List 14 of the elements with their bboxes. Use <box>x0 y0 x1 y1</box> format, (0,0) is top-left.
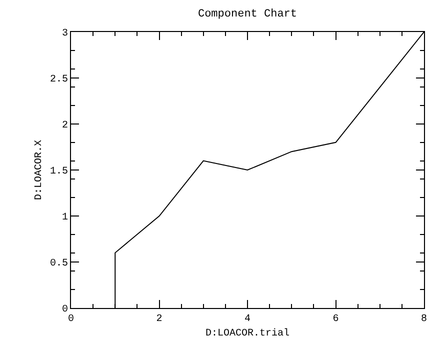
x-tick-label: 2 <box>156 314 162 325</box>
y-tick-label: 2 <box>62 120 68 132</box>
x-axis-title: D:LOACOR.trial <box>205 328 290 340</box>
x-tick-label: 6 <box>332 314 339 325</box>
x-tick-label: 4 <box>244 314 251 325</box>
y-tick-label: 0.5 <box>50 258 68 270</box>
y-tick-label: 2.5 <box>50 74 68 86</box>
y-axis-title: D:LOACOR.X <box>34 140 45 200</box>
y-tick-label: 1 <box>62 212 68 224</box>
y-tick-label: 1.5 <box>50 166 68 178</box>
chart-title: Component Chart <box>198 8 298 20</box>
x-tick-label: 8 <box>420 314 428 325</box>
y-tick-label: 3 <box>62 28 68 40</box>
y-tick-label: 0 <box>62 304 68 316</box>
